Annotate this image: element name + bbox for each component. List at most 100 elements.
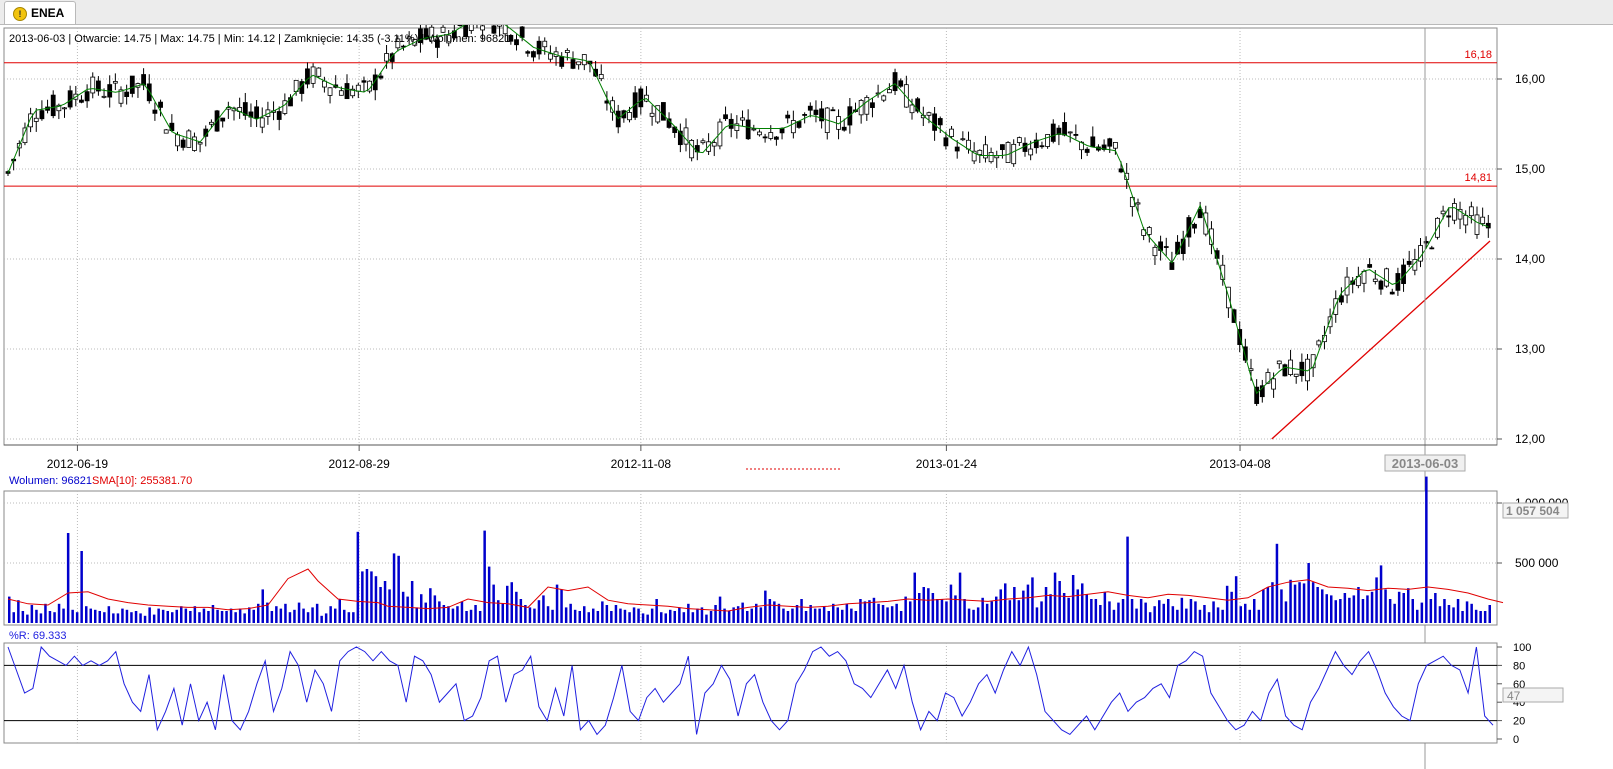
volume-bar <box>1262 589 1265 623</box>
candle-body <box>774 136 779 140</box>
volume-bar <box>438 601 441 623</box>
williams-cursor-box <box>1502 687 1564 703</box>
volume-bar <box>1076 589 1079 623</box>
volume-bar <box>605 605 609 623</box>
volume-bar <box>1316 587 1319 623</box>
volume-bar <box>718 596 722 623</box>
volume-sma-line <box>7 568 1504 612</box>
volume-bar <box>1325 594 1328 623</box>
volume-bar <box>1284 601 1288 623</box>
volume-bar <box>872 597 876 623</box>
volume-bar <box>519 599 523 623</box>
volume-bar <box>1298 582 1301 623</box>
candle-body <box>559 56 565 67</box>
volume-bar <box>30 605 34 623</box>
volume-bar <box>1407 588 1410 623</box>
candle-body <box>790 120 796 134</box>
volume-panel[interactable] <box>3 490 1498 626</box>
candle-body <box>971 150 977 162</box>
volume-bar <box>592 608 595 623</box>
candle-body <box>841 126 847 131</box>
x-cursor-label: 2013-06-03 <box>1392 456 1459 471</box>
candle-body <box>457 25 463 27</box>
volume-bar <box>53 612 56 623</box>
volume-bar <box>1144 602 1147 623</box>
volume-bar <box>949 584 953 623</box>
volume-bar <box>727 611 731 623</box>
candle-body <box>638 88 644 108</box>
price-panel[interactable] <box>3 27 1498 446</box>
candle-body <box>785 114 791 119</box>
volume-bar <box>1461 611 1464 623</box>
volume-bar <box>637 608 640 623</box>
trendline <box>1271 240 1491 440</box>
volume-bar <box>180 606 183 623</box>
williams-grid <box>4 643 1497 743</box>
volume-bar <box>863 601 867 623</box>
candle-body <box>514 39 519 46</box>
volume-bar <box>813 608 817 623</box>
candle-body <box>954 146 960 152</box>
info-header: 2013-06-03 | Otwarcie: 14.75 | Max: 14.7… <box>9 33 510 45</box>
candle-body <box>711 142 717 147</box>
candle-body <box>1146 227 1152 235</box>
candle-body <box>440 26 446 33</box>
volume-bar <box>1180 597 1184 623</box>
candle-body <box>429 26 435 42</box>
candle-body <box>1050 123 1056 142</box>
volume-bar <box>985 603 989 623</box>
volume-bar <box>1008 600 1012 623</box>
candle-body <box>434 39 440 48</box>
volume-bar <box>1067 597 1070 623</box>
volume-bar <box>429 588 432 623</box>
candle-body <box>796 121 802 128</box>
volume-bar <box>1212 601 1215 623</box>
volume-bar <box>202 608 206 623</box>
volume-bar <box>1031 577 1034 623</box>
volume-grid <box>4 491 1497 623</box>
candle-body <box>1468 206 1474 217</box>
volume-bar <box>1130 599 1134 623</box>
volume-bar <box>510 582 513 623</box>
volume-bar <box>1370 591 1374 623</box>
candle-body <box>395 38 401 49</box>
volume-bar <box>1257 609 1261 623</box>
volume-bar <box>714 605 717 623</box>
volume-bar <box>487 566 491 623</box>
volume-bar <box>320 615 323 623</box>
volume-bar <box>397 555 400 623</box>
volume-bar <box>57 603 61 623</box>
volume-bar <box>116 613 120 623</box>
volume-bar <box>410 581 414 623</box>
volume-cursor-label: 1 057 504 <box>1506 504 1560 518</box>
candle-body <box>1293 373 1299 377</box>
candle-body <box>22 127 28 144</box>
tab-enea[interactable]: ! ENEA <box>4 1 76 24</box>
candle-body <box>446 34 452 44</box>
volume-bar <box>1203 605 1206 623</box>
candle-body <box>1209 228 1214 245</box>
volume-bar <box>152 614 156 623</box>
volume-bar <box>804 611 808 623</box>
volume-bar <box>822 606 826 623</box>
candle-body <box>497 25 502 27</box>
volume-bar <box>17 600 20 623</box>
volume-bar <box>492 584 495 623</box>
volume-bar <box>456 606 459 623</box>
volume-bar <box>1253 599 1256 623</box>
volume-bar <box>1411 599 1414 623</box>
williams-panel[interactable] <box>3 642 1498 744</box>
candle-body <box>118 89 124 104</box>
volume-bar <box>1198 609 1202 623</box>
volume-bar <box>1429 599 1433 623</box>
candle-body <box>1152 246 1158 257</box>
volume-bar <box>669 609 672 623</box>
candle-body <box>327 87 333 96</box>
volume-bar <box>691 612 695 623</box>
volume-bar <box>854 611 858 623</box>
candle-body <box>1271 378 1276 390</box>
volume-bar <box>1135 608 1138 623</box>
volume-bar <box>460 601 464 623</box>
candle-body <box>677 130 683 146</box>
